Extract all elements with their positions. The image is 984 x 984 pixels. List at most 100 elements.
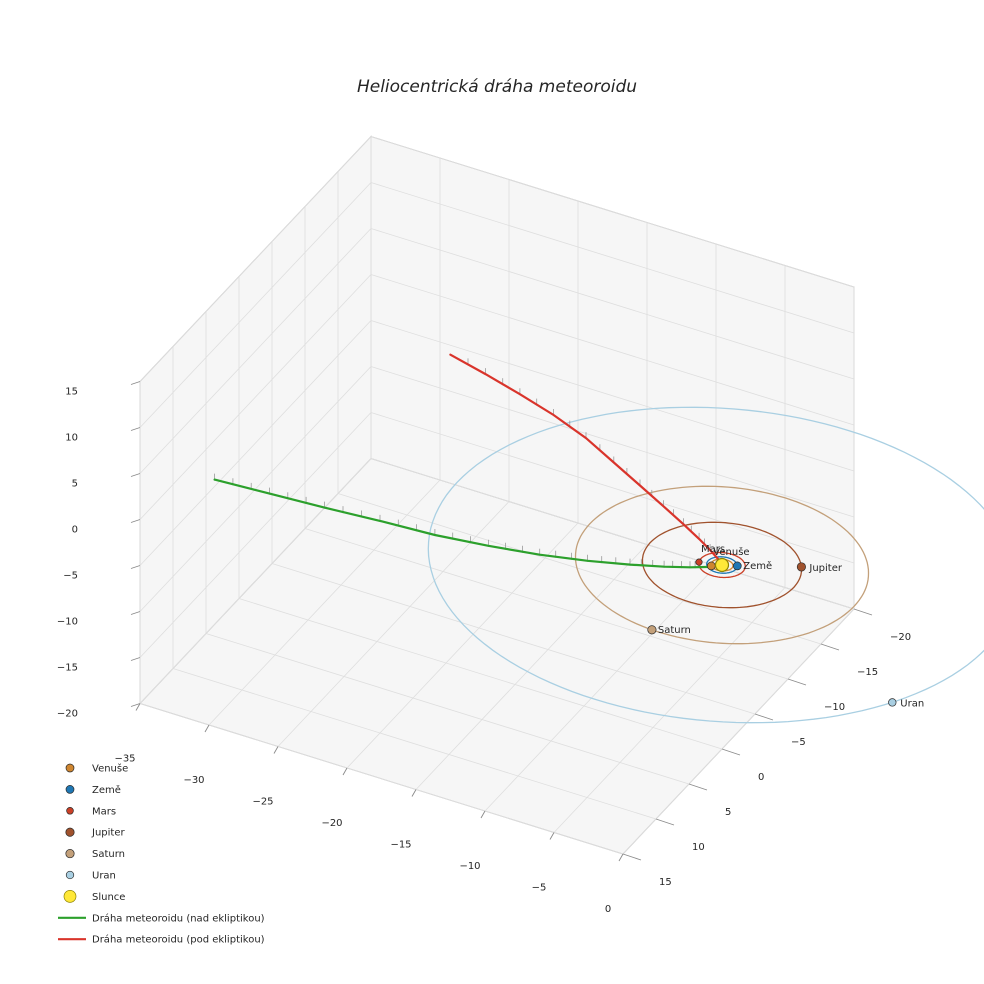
legend-marker-dot <box>65 785 75 794</box>
x-tick <box>204 724 210 733</box>
grid-line <box>370 458 855 610</box>
x-tick-label: −20 <box>321 818 342 829</box>
y-tick-label: 10 <box>692 842 705 853</box>
orbit-mars <box>698 551 746 579</box>
z-tick-label: −20 <box>57 709 78 720</box>
grid-line <box>370 228 855 380</box>
z-tick-label: 5 <box>72 479 78 490</box>
z-tick-label: −10 <box>57 617 78 628</box>
meteoroid-trajectories <box>213 353 722 569</box>
legend-marker-dot <box>65 849 75 859</box>
x-tick <box>480 810 486 819</box>
z-tick-label: −15 <box>57 663 78 674</box>
grid-line <box>139 228 372 474</box>
x-tick <box>618 853 624 862</box>
y-tick-label: 5 <box>725 807 731 818</box>
z-tick <box>130 703 141 707</box>
grid-line <box>139 274 372 520</box>
sun-marker <box>714 557 730 573</box>
y-tick-label: −20 <box>890 632 911 643</box>
legend-item-draha-meteoroidu-pod-ekliptikou-: Dráha meteoroidu (pod ekliptikou) <box>58 934 265 946</box>
y-tick-label: −15 <box>857 667 878 678</box>
y-tick <box>622 853 642 861</box>
legend-marker-dot <box>66 807 74 815</box>
planet-label-jupiter: Jupiter <box>808 563 842 574</box>
legend-label: Venuše <box>92 763 128 775</box>
legend-marker-dot <box>65 827 75 837</box>
planet-labels: Venuše Země Mars Jupiter Saturn Uran <box>658 544 924 709</box>
grid-line <box>370 182 855 334</box>
grid-line <box>208 479 441 726</box>
legend-marker-dot <box>65 763 75 773</box>
legend-label: Země <box>92 784 121 796</box>
legend-item-slunce: Slunce <box>63 890 125 903</box>
x-tick-label: −35 <box>114 754 135 765</box>
z-tick <box>130 657 141 661</box>
grid-lines <box>139 136 855 855</box>
x-tick-label: 0 <box>605 904 611 915</box>
legend-item-mars: Mars <box>66 806 116 817</box>
y-tick <box>787 678 807 686</box>
x-tick <box>342 767 348 776</box>
grid-line <box>139 412 372 658</box>
trajectory-above-ecliptic <box>213 478 715 569</box>
z-tick <box>130 427 141 431</box>
legend-label: Dráha meteoroidu (pod ekliptikou) <box>92 934 265 946</box>
z-tick <box>130 473 141 477</box>
trajectory-below-ecliptic <box>449 353 722 563</box>
z-tick <box>130 381 141 385</box>
z-tick-label: 10 <box>65 433 78 444</box>
orbit-jupiter <box>641 521 803 609</box>
legend-marker-dot <box>63 890 77 903</box>
grid-line <box>304 528 789 680</box>
grid-line <box>139 320 372 566</box>
z-tick <box>130 519 141 523</box>
grid-line <box>370 366 855 518</box>
grid-line <box>484 565 717 812</box>
y-tick-label: −10 <box>824 702 845 713</box>
grid-line <box>271 563 756 715</box>
y-tick-label: −5 <box>791 737 806 748</box>
legend-item-jupiter: Jupiter <box>65 827 125 839</box>
grid-line <box>139 458 372 704</box>
x-tick-label: −30 <box>183 775 204 786</box>
x-tick-label: −15 <box>390 840 411 851</box>
legend-item-uran: Uran <box>65 871 116 882</box>
x-tick-label: −25 <box>252 797 273 808</box>
y-tick <box>688 783 708 791</box>
legend-label: Dráha meteoroidu (nad ekliptikou) <box>92 912 265 924</box>
axes-panes <box>139 135 855 855</box>
grid-line <box>622 608 855 855</box>
axis-tick-labels: −35 −30 −25 −20 −15 −10 −5 0 −20 −15 −10 −5 0 5 10 15 −2… <box>57 387 911 916</box>
x-tick-label: −10 <box>459 861 480 872</box>
legend-label: Uran <box>92 871 116 882</box>
grid-line <box>415 544 648 790</box>
y-tick <box>655 818 675 826</box>
planet-marker-saturn <box>647 625 657 635</box>
z-tick <box>130 611 141 615</box>
legend-item-zeme: Země <box>65 784 121 796</box>
grid-line <box>139 182 372 428</box>
legend-label: Jupiter <box>91 828 125 839</box>
legend-item-draha-meteoroidu-nad-ekliptikou-: Dráha meteoroidu (nad ekliptikou) <box>58 912 265 924</box>
y-tick <box>820 643 840 651</box>
y-tick <box>721 748 741 756</box>
legend-label: Mars <box>92 806 116 817</box>
planet-marker-mars <box>695 558 703 566</box>
orbit-uran <box>427 406 984 724</box>
planet-marker-zeme <box>732 561 742 571</box>
x-tick <box>411 789 417 797</box>
y-tick <box>754 713 774 721</box>
legend-item-venuse: Venuše <box>65 763 128 775</box>
plot-title: Heliocentrická dráha meteoroidu <box>357 77 637 97</box>
planet-label-venuse: Venuše <box>713 546 749 558</box>
legend-item-saturn: Saturn <box>65 849 125 860</box>
planet-label-uran: Uran <box>900 698 924 709</box>
orbit-saturn <box>574 485 870 645</box>
grid-line <box>370 274 855 426</box>
planet-label-saturn: Saturn <box>658 625 691 636</box>
grid-line <box>337 493 822 645</box>
legend-label: Saturn <box>92 849 125 860</box>
y-tick-label: 15 <box>659 877 672 888</box>
